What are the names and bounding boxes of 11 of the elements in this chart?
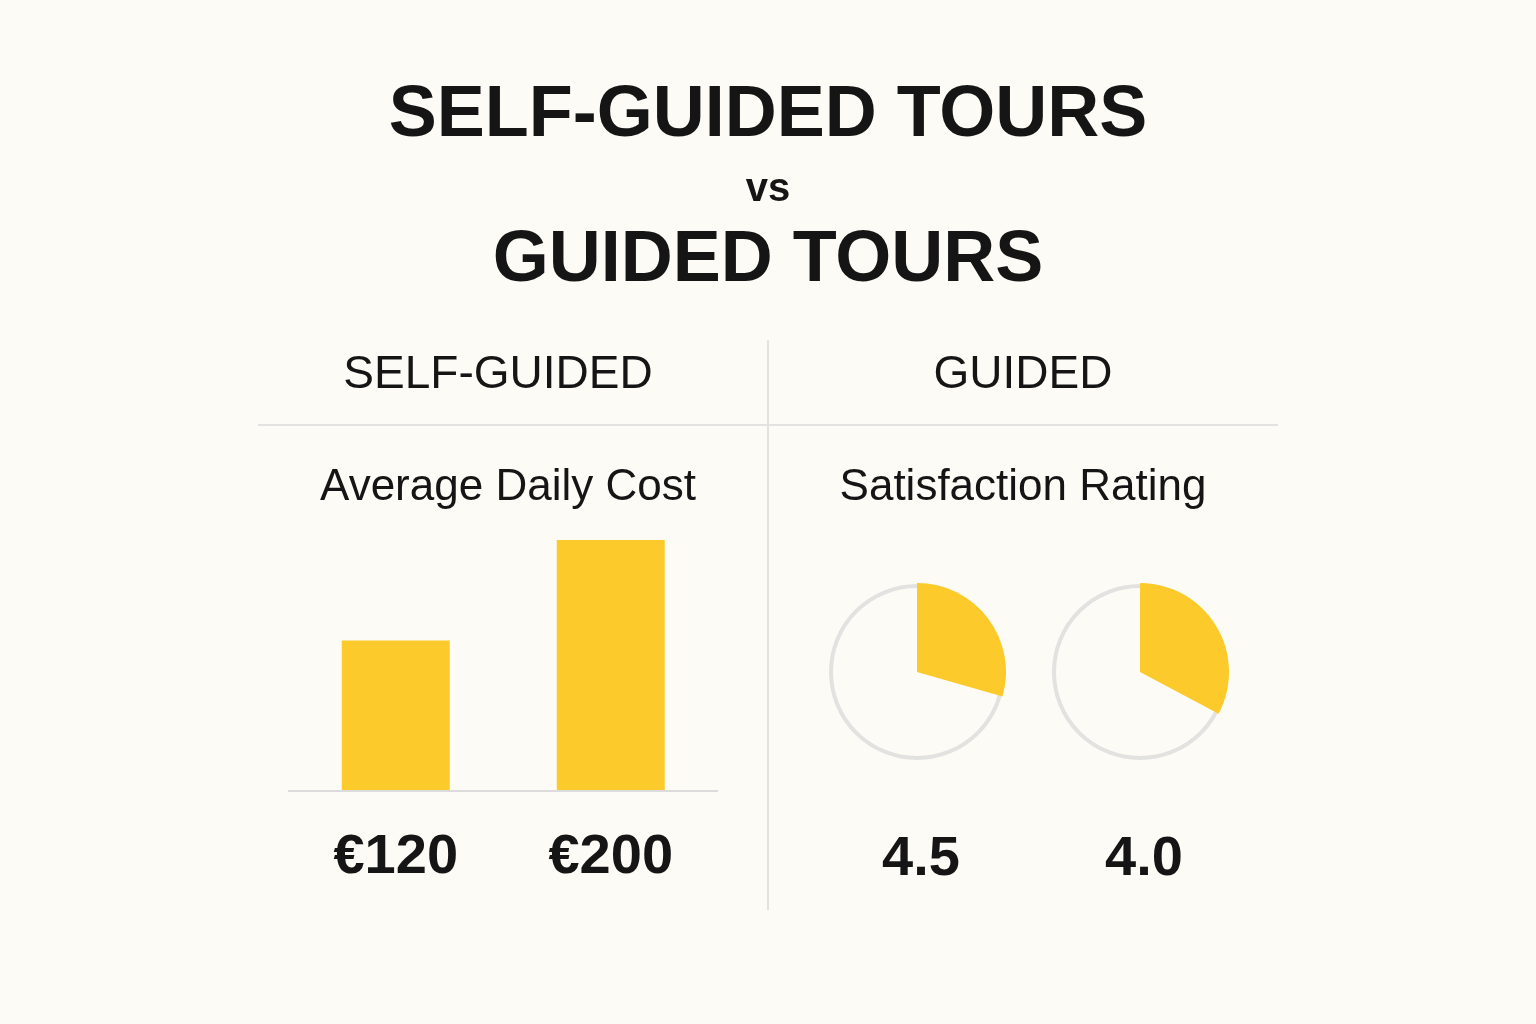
text: SELF-GUIDED: [342, 345, 654, 399]
chart-title: Average Daily Cost: [319, 460, 697, 510]
data-label: €200: [548, 822, 674, 885]
text: SELF-GUIDED TOURS: [387, 70, 1149, 152]
data-label: €120: [333, 822, 459, 885]
text: vs: [744, 165, 792, 210]
text: 4.0: [1105, 824, 1183, 887]
text: GUIDED: [932, 345, 1114, 399]
text: 4.5: [882, 824, 960, 887]
text: GUIDED TOURS: [491, 215, 1045, 297]
text: Satisfaction Rating: [838, 460, 1208, 510]
